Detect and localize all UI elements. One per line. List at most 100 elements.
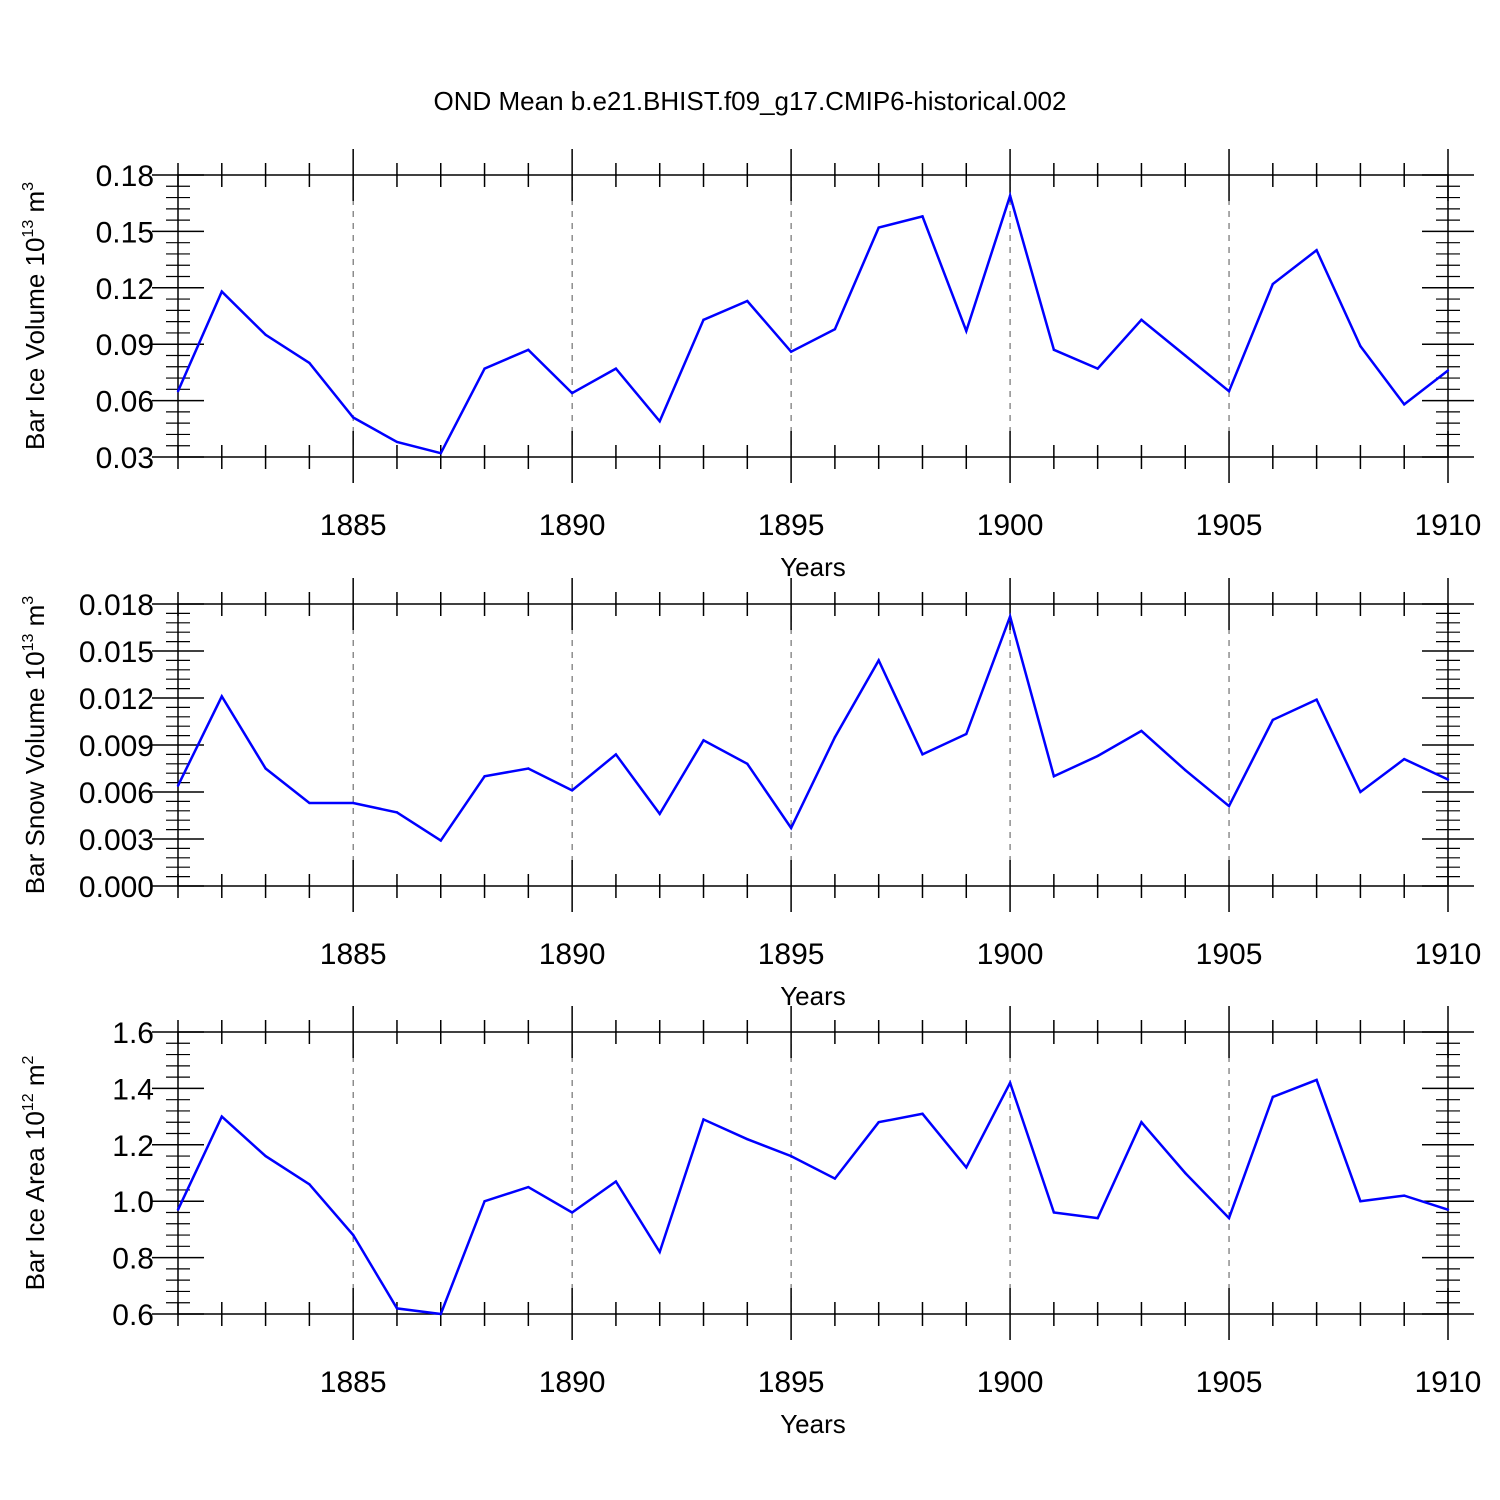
data-point: [1227, 1216, 1231, 1220]
ytick-label: 0.6: [112, 1299, 154, 1332]
data-point: [264, 767, 267, 770]
y-axis-title-exponent: 13: [20, 633, 37, 651]
xtick-label: 1905: [1196, 938, 1263, 971]
data-point: [395, 811, 399, 814]
y-axis-title-unit: m: [20, 1064, 50, 1093]
ytick-label: 0.015: [79, 636, 154, 669]
xtick-label: 1890: [539, 509, 606, 542]
xtick-label: 1895: [758, 509, 825, 542]
data-point: [527, 767, 530, 770]
data-point: [395, 440, 399, 444]
data-point: [702, 318, 705, 321]
data-point: [789, 1154, 793, 1158]
data-point: [1403, 403, 1406, 406]
data-point: [877, 659, 880, 662]
data-point: [1359, 790, 1362, 794]
data-point: [965, 1166, 968, 1169]
data-point: [1271, 718, 1275, 722]
data-point: [1052, 775, 1056, 778]
xtick-label: 1885: [320, 1366, 387, 1399]
ytick-label: 0.8: [112, 1243, 154, 1276]
data-point: [1096, 1216, 1099, 1220]
data-point: [1403, 1194, 1406, 1197]
data-point: [1271, 282, 1275, 286]
data-point: [1184, 1171, 1187, 1175]
data-point: [658, 420, 661, 423]
y-axis-title-exponent: 12: [20, 1093, 37, 1111]
data-point: [1359, 344, 1362, 348]
ytick-label: 0.018: [79, 589, 154, 622]
data-point: [483, 1200, 486, 1203]
data-point: [1446, 778, 1450, 781]
data-point: [483, 775, 486, 778]
data-point: [702, 1118, 705, 1121]
ytick-label: 0.012: [79, 683, 154, 716]
data-point: [1096, 367, 1099, 370]
data-point: [220, 1115, 223, 1118]
series-line-ice-area: [176, 1078, 1449, 1316]
data-point: [395, 1307, 399, 1310]
data-point: [439, 839, 442, 842]
data-point: [746, 762, 749, 765]
xtick-label: 1900: [977, 509, 1044, 542]
plot-frame: [177, 1031, 1449, 1315]
data-point: [789, 350, 793, 353]
data-point: [1359, 1200, 1362, 1203]
plot-frame: [177, 174, 1449, 458]
data-point: [439, 452, 442, 455]
xtick-label: 1890: [539, 938, 606, 971]
ytick-label: 0.03: [96, 442, 154, 475]
data-point: [570, 391, 574, 395]
data-point: [308, 361, 311, 365]
data-point: [264, 333, 267, 336]
data-point: [220, 695, 223, 698]
data-point: [527, 348, 530, 352]
data-point: [833, 1177, 837, 1180]
panel-ice-area: 0.6 0.8 1.0 1.2 1.4 1.6 1885 1890 1895 1900 1905 19…: [20, 1006, 1481, 1439]
series-line-ice-volume: [176, 191, 1449, 455]
data-point: [351, 801, 355, 805]
y-axis-title: Bar Ice Volume 1013 m3: [20, 182, 50, 450]
xtick-label: 1890: [539, 1366, 606, 1399]
data-point: [1315, 1078, 1318, 1082]
ytick-label: 0.009: [79, 730, 154, 763]
plot-frame: [177, 603, 1449, 887]
xtick-label: 1885: [320, 509, 387, 542]
data-point: [921, 215, 924, 218]
xtick-label: 1895: [758, 1366, 825, 1399]
y-axis-title-unit: m: [20, 191, 50, 220]
data-point: [176, 784, 180, 787]
data-point: [1140, 729, 1143, 733]
data-point: [1052, 348, 1056, 352]
data-point: [220, 290, 223, 293]
data-point: [1227, 390, 1231, 393]
data-point: [1271, 1095, 1275, 1099]
y-axis-title-unit-exponent: 2: [20, 1055, 37, 1064]
ytick-label: 0.003: [79, 824, 154, 857]
data-point: [1008, 1081, 1012, 1084]
data-point: [614, 367, 618, 370]
chart-title: OND Mean b.e21.BHIST.f09_g17.CMIP6-histo…: [434, 86, 1067, 116]
xtick-label: 1910: [1415, 509, 1482, 542]
ytick-label: 0.06: [96, 386, 154, 419]
ytick-label: 0.12: [96, 273, 154, 306]
data-point: [527, 1185, 530, 1189]
xtick-label: 1905: [1196, 509, 1263, 542]
data-point: [1184, 768, 1187, 772]
data-point: [702, 739, 705, 742]
y-axis-title: Bar Ice Area 1012 m2: [20, 1055, 50, 1290]
x-axis-title: Years: [780, 1409, 846, 1439]
data-point: [1403, 757, 1406, 761]
data-point: [746, 299, 749, 303]
data-point: [483, 367, 486, 370]
ytick-label: 0.09: [96, 329, 154, 362]
ytick-label: 0.15: [96, 216, 154, 249]
ytick-label: 1.6: [112, 1017, 154, 1050]
data-point: [965, 732, 968, 736]
data-point: [1227, 804, 1231, 808]
data-point: [1446, 369, 1450, 372]
x-axis-title: Years: [780, 981, 846, 1011]
data-point: [1315, 249, 1318, 252]
data-point: [614, 1180, 618, 1183]
